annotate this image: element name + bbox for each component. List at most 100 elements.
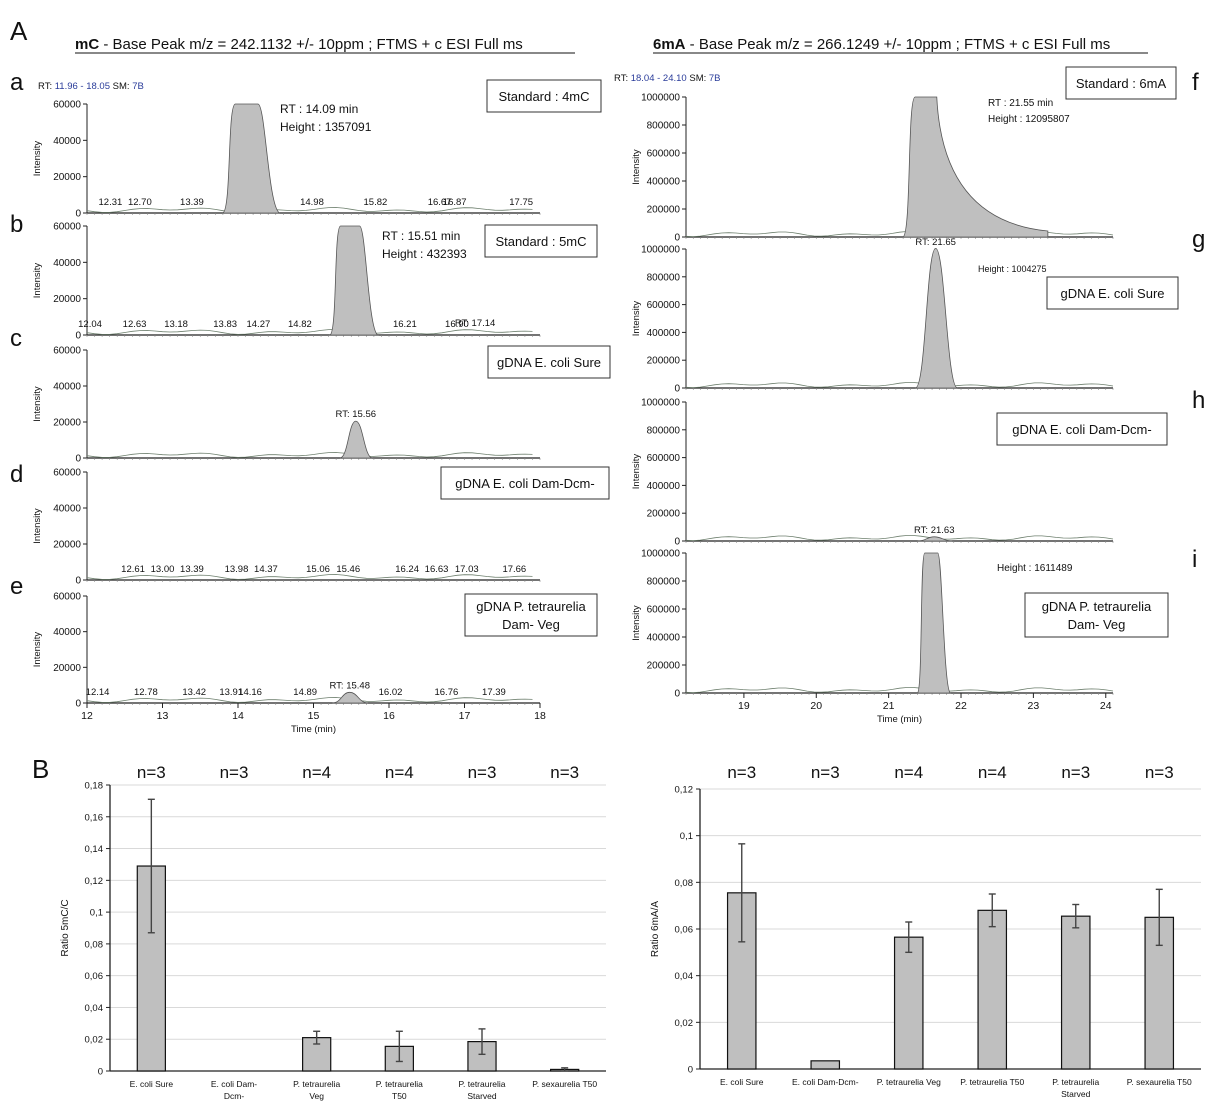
x-tick-label: 24: [1100, 700, 1112, 712]
peak-rt-label: 13.39: [180, 564, 204, 575]
charts-layer: a RT: 11.96 - 18.05 SM: 7B600004000020000…: [10, 66, 1205, 1101]
baseline-trace: [86, 452, 533, 458]
chromatogram-panel-g: g 1000000 800000 600000 400000 200000 0 Intensi…: [631, 226, 1205, 395]
y-tick-label: 800000: [647, 272, 681, 283]
peak-rt-label: 12.31: [99, 197, 123, 208]
y-axis-title: Intensity: [631, 605, 642, 641]
6ma-header-bold: 6mA: [653, 36, 686, 53]
y-tick-label: 0,04: [85, 1003, 104, 1014]
y-tick-label: 40000: [53, 136, 81, 147]
peak-rt-label: 13.91: [219, 687, 243, 698]
chromatogram-panel-e: e 60000 40000 20000 0 Intensity 12.14 12.78 13.4…: [10, 573, 598, 735]
sample-count-label: n=4: [302, 763, 331, 782]
peak-rt-label: 12.04: [78, 319, 102, 330]
peak-rt-label: 14.82: [288, 319, 312, 330]
sample-count-label: n=4: [894, 763, 923, 782]
category-label: P. sexaurelia T50: [532, 1079, 597, 1089]
peak-rt-label: 16.24: [395, 564, 419, 575]
category-label: P. tetraurelia: [376, 1079, 423, 1089]
y-tick-label: 0: [688, 1065, 693, 1076]
sample-label-box: [486, 79, 602, 113]
bar: [893, 936, 924, 1070]
peak-rt-label: 12.61: [121, 564, 145, 575]
peak-rt-label: 16.02: [379, 687, 403, 698]
y-tick-label: 0,16: [85, 812, 104, 823]
category-label: E. coli Dam-: [211, 1079, 257, 1089]
sample-count-label: n=3: [811, 763, 840, 782]
y-axis-title: Intensity: [32, 632, 43, 668]
sm-label: SM:: [687, 73, 709, 84]
peak-rt-label: 13.00: [151, 564, 175, 575]
sample-label-text: gDNA E. coli Dam-Dcm-: [1012, 422, 1151, 437]
x-tick-label: 20: [810, 700, 822, 712]
baseline-trace: [685, 687, 1114, 694]
category-label: T50: [392, 1091, 407, 1101]
peak-rt-label: 17.39: [482, 687, 506, 698]
y-tick-label: 20000: [53, 294, 81, 305]
y-tick-label: 0,02: [85, 1035, 104, 1046]
y-tick-label: 0,14: [85, 844, 104, 855]
sample-count-label: n=3: [468, 763, 497, 782]
sample-count-label: n=3: [137, 763, 166, 782]
category-label: P. tetraurelia T50: [960, 1077, 1024, 1087]
peak-rt-label: 15.82: [364, 197, 388, 208]
y-tick-label: 0: [674, 537, 680, 548]
y-tick-label: 800000: [647, 121, 681, 132]
x-tick-label: 23: [1028, 700, 1040, 712]
panel-letter-g: g: [1192, 226, 1205, 253]
y-axis-title: Intensity: [32, 141, 43, 177]
bar: [977, 909, 1008, 1070]
sample-label-text: gDNA E. coli Sure: [497, 355, 601, 370]
y-tick-label: 200000: [647, 661, 681, 672]
baseline-trace: [86, 207, 533, 213]
y-tick-label: 800000: [647, 425, 681, 436]
x-tick-label: 22: [955, 700, 967, 712]
peak-rt-label: RT: 17.14: [455, 318, 496, 329]
y-tick-label: 20000: [53, 172, 81, 183]
x-tick-label: 17: [459, 710, 471, 722]
y-tick-label: 20000: [53, 540, 81, 551]
peak-rt-label: 16.21: [393, 319, 417, 330]
sm-label: SM:: [110, 81, 132, 92]
peak-annotation: Height : 432393: [382, 247, 467, 261]
y-tick-label: 800000: [647, 577, 681, 588]
baseline-trace: [86, 697, 533, 703]
chromatogram-peak: [328, 225, 380, 336]
sample-label-box: [464, 593, 598, 637]
peak-rt-label: 14.98: [300, 197, 324, 208]
peak-rt-label: RT: 15.48: [329, 680, 370, 691]
y-tick-label: 0,1: [680, 831, 693, 842]
sample-label-box: [1065, 66, 1177, 100]
chromatogram-panel-i: i 1000000 800000 600000 400000 200000 0 Intensi…: [631, 546, 1197, 725]
category-label: E. coli Sure: [720, 1077, 764, 1087]
peak-annotation: Height : 1611489: [997, 563, 1073, 574]
y-tick-label: 60000: [53, 222, 81, 233]
peak-rt-label: 16.67: [428, 197, 452, 208]
y-tick-label: 0: [674, 233, 680, 244]
y-tick-label: 1000000: [641, 398, 680, 409]
peak-annotation: RT : 21.55 min: [988, 98, 1053, 109]
peak-rt-label: RT: 21.65: [915, 237, 956, 248]
y-axis-title: Intensity: [32, 263, 43, 299]
sm-value: 7B: [132, 81, 144, 92]
x-axis-title: Time (min): [291, 724, 336, 735]
y-tick-label: 600000: [647, 453, 681, 464]
peak-rt-label: 13.18: [164, 319, 188, 330]
chromatogram-panel-b: b 60000 40000 20000 0 Intensity 12.04 12.63 13.1…: [10, 211, 598, 342]
y-tick-label: 0,18: [85, 781, 104, 792]
baseline-trace: [685, 382, 1114, 389]
y-tick-label: 400000: [647, 481, 681, 492]
peak-rt-label: 17.75: [509, 197, 533, 208]
y-tick-label: 200000: [647, 205, 681, 216]
sample-label-box: [996, 412, 1168, 446]
peak-rt-label: 12.63: [123, 319, 147, 330]
sample-label-text: Standard : 5mC: [495, 234, 586, 249]
y-tick-label: 20000: [53, 663, 81, 674]
peak-rt-label: 14.27: [246, 319, 270, 330]
bar: [1060, 915, 1091, 1070]
chromatogram-panel-a: a RT: 11.96 - 18.05 SM: 7B 60000 40000 20000…: [10, 69, 602, 220]
y-tick-label: 0: [75, 576, 81, 587]
panel-letter-b: b: [10, 211, 23, 238]
y-axis-title: Ratio 5mC/C: [60, 899, 71, 956]
